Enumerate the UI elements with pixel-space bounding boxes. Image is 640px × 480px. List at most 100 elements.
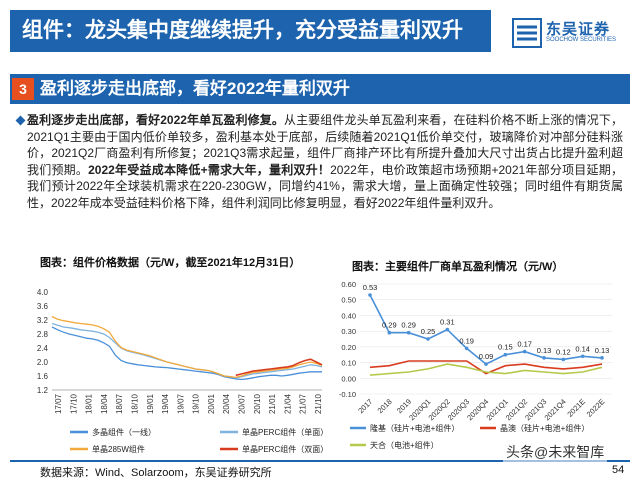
para-bold-lead: 盈利逐步走出底部，看好2022年单瓦盈利修复。 [27,113,284,127]
x-tick-label: 18/04 [100,393,109,414]
x-tick-label: 19/10 [192,393,201,414]
x-tick-label: 18/01 [85,393,94,414]
legend-label: 单晶PERC组件（双面） [242,444,328,454]
page-title: 组件：龙头集中度继续提升，充分受益量利双升 [10,10,491,52]
y-tick-label: 0.50 [341,296,356,305]
data-label: 0.53 [363,283,378,292]
y-tick-label: 2.0 [37,358,49,367]
data-point [464,346,469,351]
data-point [542,356,546,360]
x-tick-label: 17/10 [69,393,78,414]
y-tick-label: 0.30 [341,327,356,336]
series-line [235,358,323,377]
data-label: 0.14 [575,344,590,353]
data-label: 0.09 [479,352,494,361]
data-point [600,356,604,360]
right-chart-title: 图表：主要组件厂商单瓦盈利情况（元/W） [352,261,564,273]
data-label: 0.29 [401,321,416,330]
y-tick-label: 0.60 [341,280,356,289]
series-line [369,360,603,375]
data-point [368,293,372,297]
para-text-2: 2022年，电价政策超市场预期+2021年部分项目延期，我们预计2022年全球装… [27,162,623,210]
x-tick-label: 2021Q4 [543,397,568,422]
data-label: 0.15 [498,343,513,352]
data-label: 0.13 [537,346,552,355]
data-point [522,349,527,354]
data-point [445,327,450,332]
data-label: 0.17 [517,340,532,349]
series-line [369,363,603,376]
legend-label: 晶澳（硅片+电池+组件） [500,423,589,433]
y-tick-label: 2.8 [37,330,49,339]
body-paragraph: 盈利逐步走出底部，看好2022年单瓦盈利修复。从主要组件龙头单瓦盈利来看，在硅料… [27,112,623,211]
legend-label: 隆基（硅片+电池+组件） [370,423,459,433]
section-header: 3 盈利逐步走出底部，看好2022年量利双升 [10,74,630,104]
data-point [387,330,392,335]
para-text-1: 从主要组件龙头单瓦盈利来看，在硅料价格不断上涨的情况下，2021Q1主要由于国内… [27,113,623,177]
y-tick-label: 0.10 [341,359,356,368]
watermark: 头条@未来智库 [503,442,608,462]
x-tick-label: 18/07 [115,393,124,414]
x-tick-label: 17/07 [54,393,63,414]
data-point [580,354,585,359]
section-title: 盈利逐步走出底部，看好2022年量利双升 [40,79,350,98]
x-tick-label: 18/10 [130,393,139,414]
x-tick-label: 21/01 [268,393,277,414]
x-tick-label: 2021E [565,397,587,419]
legend-label: 天合（电池+组件） [370,440,439,450]
legend-label: 多晶组件（一线） [92,427,156,437]
data-point [426,337,430,341]
para-bold-2: 2022年受益成本降低+需求大年，量利双升！ [88,162,331,177]
x-tick-label: 21/04 [283,393,292,414]
x-tick-label: 19/01 [146,393,155,414]
y-tick-label: 1.6 [37,372,49,381]
logo-english-name: SOOCHOW SECURITIES [546,37,617,43]
logo-name: 东吴证券 [546,21,611,38]
module-price-chart: 4.0 3.6 3.2 2.8 2.4 2.0 1.6 1.2 17/07 17/10 18/01 1… [37,288,328,454]
x-tick-label: 19/04 [161,393,170,414]
x-tick-label: 19/07 [176,393,185,414]
y-tick-label: 3.6 [37,302,49,311]
series-line [51,315,323,379]
x-tick-label: 2017 [356,397,374,415]
legend-label: 单晶285W组件 [92,444,145,454]
data-label: 0.29 [382,321,397,330]
data-point [561,357,566,362]
title-bar: 组件：龙头集中度继续提升，充分受益量利双升 东吴证券 SOOCHOW SECUR… [0,0,640,62]
y-tick-label: 2.4 [37,344,49,353]
data-point [406,330,411,335]
data-point [484,362,488,366]
data-point [503,352,508,357]
series-line [51,326,322,381]
x-tick-label: 21/07 [299,393,308,414]
y-tick-label: 0.20 [341,343,356,352]
bullet-diamond-icon [15,115,26,126]
data-label: 0.31 [440,318,455,327]
footer-source: 数据来源：Wind、Solarzoom，东吴证券研究所 [40,467,272,479]
y-tick-label: 0.40 [341,311,356,320]
y-tick-label: 4.0 [37,288,49,297]
x-tick-label: 20/04 [222,393,231,414]
logo-mark-icon [512,18,542,48]
left-chart-title: 图表：组件价格数据（元/W，截至2021年12月31日） [40,257,301,269]
y-tick-label: 0.00 [341,374,356,383]
x-tick-label: 20/01 [207,393,216,414]
x-tick-label: 20/10 [253,393,262,414]
data-label: 0.13 [595,346,610,355]
section-number: 3 [12,78,34,100]
y-tick-label: 3.2 [37,316,49,325]
company-logo: 东吴证券 SOOCHOW SECURITIES [512,18,630,50]
y-tick-label: 1.2 [37,386,49,395]
data-label: 0.25 [421,327,436,336]
x-tick-label: 20/07 [238,393,247,414]
x-tick-label: 2022E [585,397,607,419]
page-number: 54 [612,464,625,476]
legend-label: 单晶PERC组件（单面） [242,427,328,437]
y-tick-label: -0.10 [339,390,356,399]
x-tick-label: 21/10 [314,393,323,414]
footer-divider [10,460,630,462]
x-tick-label: 2018 [376,397,394,415]
data-label: 0.19 [459,336,474,345]
data-label: 0.12 [556,347,571,356]
